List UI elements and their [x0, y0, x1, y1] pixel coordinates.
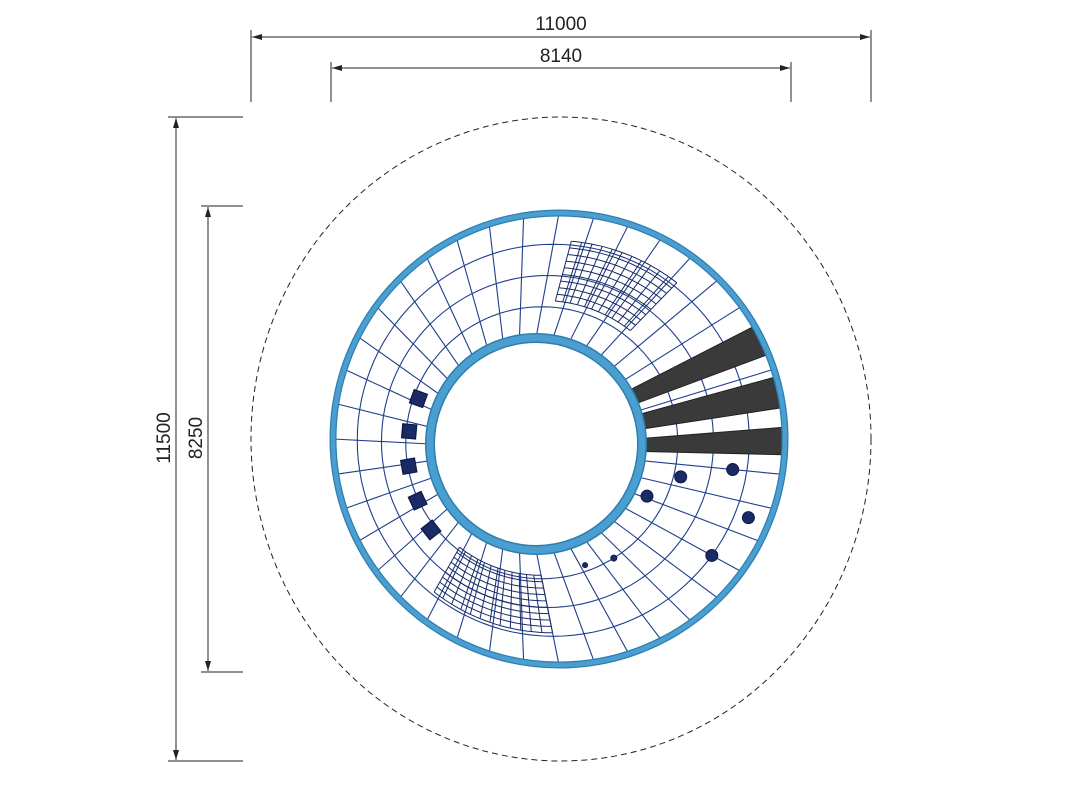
mesh-patch-top	[604, 260, 642, 316]
net-ring	[405, 306, 679, 580]
mesh-patch-bottom	[436, 586, 552, 627]
mesh-patch-top	[571, 240, 678, 284]
mesh-patch-bottom	[433, 546, 460, 593]
mesh-patch-top	[623, 276, 669, 327]
square-foothold	[400, 423, 418, 440]
mesh-patch-top	[562, 274, 652, 310]
mesh-patch-top	[569, 244, 593, 304]
climbing-net	[332, 212, 786, 666]
mesh-patch-bottom	[439, 581, 551, 621]
mesh-patch-bottom	[460, 559, 479, 610]
climbing-ball	[726, 463, 740, 477]
mesh-patch-bottom	[489, 568, 499, 623]
mesh-patch-top	[576, 246, 603, 305]
mesh-patch-top	[560, 280, 647, 316]
mesh-patch-bottom	[456, 551, 543, 583]
net-ring	[380, 274, 715, 609]
mesh-patch-bottom	[469, 562, 485, 615]
mesh-patch-top	[555, 300, 631, 331]
mesh-patch-bottom	[479, 565, 492, 619]
mesh-patch-top	[591, 252, 623, 310]
dimension-inner-width	[330, 62, 792, 102]
mesh-patch-bottom	[499, 570, 506, 626]
mesh-patch-bottom	[459, 546, 542, 576]
climbing-ball	[640, 489, 654, 503]
solid-panel	[644, 426, 784, 456]
mesh-patch-top	[557, 293, 636, 326]
mesh-patch-bottom	[540, 575, 554, 633]
mesh-patch-top	[583, 248, 613, 307]
mesh-patch-bottom	[447, 566, 547, 602]
mesh-patch-top	[597, 256, 633, 313]
mesh-patch-bottom	[526, 574, 532, 632]
dimension-label-inner-height: 8250	[186, 417, 207, 459]
climbing-ball	[705, 548, 719, 562]
mesh-patch-bottom	[518, 573, 522, 631]
mesh-patch-bottom	[442, 576, 549, 615]
mesh-patch-bottom	[433, 591, 553, 634]
mesh-patch-bottom	[451, 555, 473, 605]
mesh-patch-top	[569, 247, 672, 289]
square-foothold	[408, 388, 429, 409]
climbing-ball	[610, 554, 618, 562]
mesh-patch-bottom	[509, 572, 513, 629]
square-foothold	[407, 490, 428, 511]
dimension-inner-height	[201, 205, 243, 673]
net-ring	[356, 243, 750, 637]
mesh-patch-top	[567, 254, 667, 294]
climbing-ball	[741, 511, 755, 525]
mesh-patch-top	[629, 282, 678, 331]
dimension-label-overall-width: 11000	[535, 14, 586, 35]
mesh-patch-bottom	[453, 556, 544, 589]
square-foothold	[420, 519, 442, 541]
mesh-patch-top	[564, 267, 657, 305]
mesh-patch-top	[617, 270, 661, 323]
mesh-patch-top	[611, 265, 652, 319]
climbing-ball	[582, 562, 589, 569]
dimension-overall-height	[168, 116, 243, 762]
dimension-overall-width	[250, 30, 872, 102]
mesh-patch-bottom	[450, 561, 545, 595]
safety-zone-outline	[250, 116, 872, 762]
dimension-label-inner-width: 8140	[540, 46, 582, 67]
square-foothold	[399, 457, 418, 476]
mesh-patch-bottom	[445, 571, 548, 608]
inner-ring	[426, 334, 646, 554]
mesh-patch-bottom	[442, 551, 466, 599]
outer-ring	[330, 210, 788, 668]
mesh-patch-top	[554, 241, 572, 302]
dimension-label-overall-height: 11500	[154, 412, 175, 463]
mesh-patch-top	[558, 287, 641, 321]
mesh-patch-bottom	[533, 575, 543, 633]
climbing-ball	[674, 470, 688, 484]
mesh-patch-top	[565, 260, 662, 300]
mesh-patch-top	[562, 242, 583, 303]
ring-frame	[329, 209, 789, 669]
